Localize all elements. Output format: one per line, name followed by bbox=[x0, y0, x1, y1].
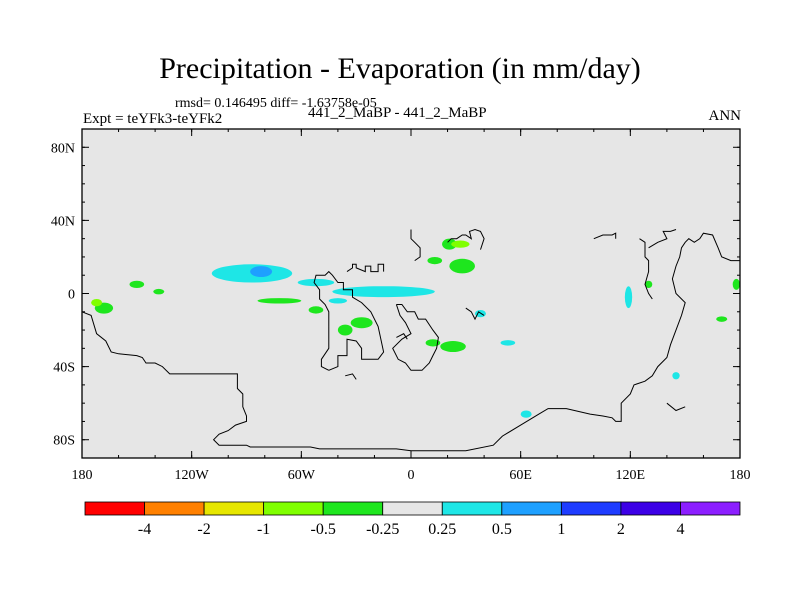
colorbar-label: -0.25 bbox=[366, 521, 399, 538]
coastline bbox=[396, 333, 408, 340]
coastline bbox=[447, 228, 485, 250]
y-tick-label: 40S bbox=[53, 361, 75, 376]
anomaly-patch bbox=[732, 278, 740, 290]
colorbar-label: -4 bbox=[138, 521, 151, 538]
y-tick-label: 0 bbox=[68, 288, 75, 303]
coastline bbox=[639, 238, 653, 300]
x-tick-label: 120E bbox=[616, 468, 646, 483]
colorbar-swatch bbox=[501, 501, 562, 516]
colorbar: -4 -2 -1 -0.5 -0.25 0.25 0.5 1 2 4 bbox=[84, 501, 741, 538]
anomaly-patch bbox=[91, 298, 103, 307]
colorbar-label: 0.5 bbox=[492, 521, 512, 538]
coastline bbox=[392, 304, 439, 371]
x-tick-label: 180 bbox=[72, 468, 93, 483]
colorbar-swatch bbox=[441, 501, 503, 516]
x-tick-label: 120W bbox=[175, 468, 210, 483]
colorbar-label: -1 bbox=[257, 521, 270, 538]
colorbar-swatch bbox=[620, 501, 681, 516]
anomaly-patch bbox=[449, 258, 475, 274]
coastline bbox=[465, 307, 485, 321]
anomaly-patch bbox=[644, 280, 653, 289]
colorbar-label: 1 bbox=[557, 521, 565, 538]
colorbar-swatch bbox=[560, 501, 622, 516]
map-title: Precipitation - Evaporation (in mm/day) bbox=[159, 52, 641, 85]
coastline bbox=[410, 229, 421, 262]
anomaly-patch bbox=[427, 256, 443, 265]
anomaly-patch bbox=[520, 410, 532, 418]
colorbar-swatch bbox=[382, 501, 443, 516]
coastlines bbox=[81, 228, 740, 452]
x-tick-label: 60W bbox=[288, 468, 316, 483]
colorbar-label: -0.5 bbox=[311, 521, 336, 538]
anomaly-patch bbox=[153, 288, 165, 295]
anomaly-patch bbox=[442, 238, 457, 250]
coastline bbox=[313, 270, 385, 371]
colorbar-swatch bbox=[203, 501, 265, 516]
colorbar-swatch bbox=[680, 501, 741, 516]
coastline bbox=[81, 232, 740, 452]
anomaly-patch bbox=[332, 286, 435, 298]
coastline bbox=[346, 263, 385, 273]
anomaly-patch bbox=[624, 286, 633, 309]
coastline bbox=[648, 229, 677, 249]
anomaly-patch bbox=[425, 339, 441, 347]
experiment-label: Expt = teYFk3-teYFk2 bbox=[83, 111, 223, 127]
coastline bbox=[345, 373, 357, 380]
anomaly-patch bbox=[672, 372, 680, 380]
colorbar-swatch bbox=[144, 501, 205, 516]
coastline bbox=[666, 402, 686, 412]
anomaly-patch bbox=[350, 317, 373, 329]
anomaly-patch bbox=[328, 298, 348, 304]
stats-label: rmsd= 0.146495 diff= -1.63758e-05 bbox=[175, 96, 377, 111]
anomaly-patch bbox=[440, 341, 466, 352]
anomaly-patch bbox=[451, 240, 470, 248]
x-tick-label: 0 bbox=[408, 468, 415, 483]
season-label: ANN bbox=[708, 108, 742, 124]
colorbar-label: 0.25 bbox=[428, 521, 456, 538]
x-tick-label: 180 bbox=[730, 468, 751, 483]
colorbar-swatch bbox=[322, 501, 384, 516]
anomaly-patch bbox=[129, 280, 145, 289]
anomaly-patch bbox=[716, 316, 728, 322]
anomaly-patch bbox=[337, 324, 353, 336]
y-tick-label: 80S bbox=[53, 434, 75, 449]
case-subtitle: 441_2_MaBP - 441_2_MaBP bbox=[308, 105, 487, 121]
y-tick-label: 80N bbox=[51, 141, 75, 156]
coastline bbox=[593, 232, 617, 240]
anomaly-fills bbox=[91, 238, 740, 418]
colorbar-label: -2 bbox=[197, 521, 210, 538]
colorbar-swatch bbox=[84, 501, 145, 516]
anomaly-patch bbox=[297, 278, 335, 287]
y-tick-label: 40N bbox=[51, 214, 75, 229]
anomaly-patch bbox=[308, 306, 324, 314]
anomaly-patch bbox=[250, 266, 273, 278]
colorbar-label: 2 bbox=[617, 521, 625, 538]
colorbar-swatch bbox=[263, 501, 324, 516]
anomaly-patch bbox=[500, 340, 516, 346]
x-tick-label: 60E bbox=[509, 468, 532, 483]
anomaly-patch bbox=[257, 298, 302, 304]
colorbar-label: 4 bbox=[676, 521, 684, 538]
